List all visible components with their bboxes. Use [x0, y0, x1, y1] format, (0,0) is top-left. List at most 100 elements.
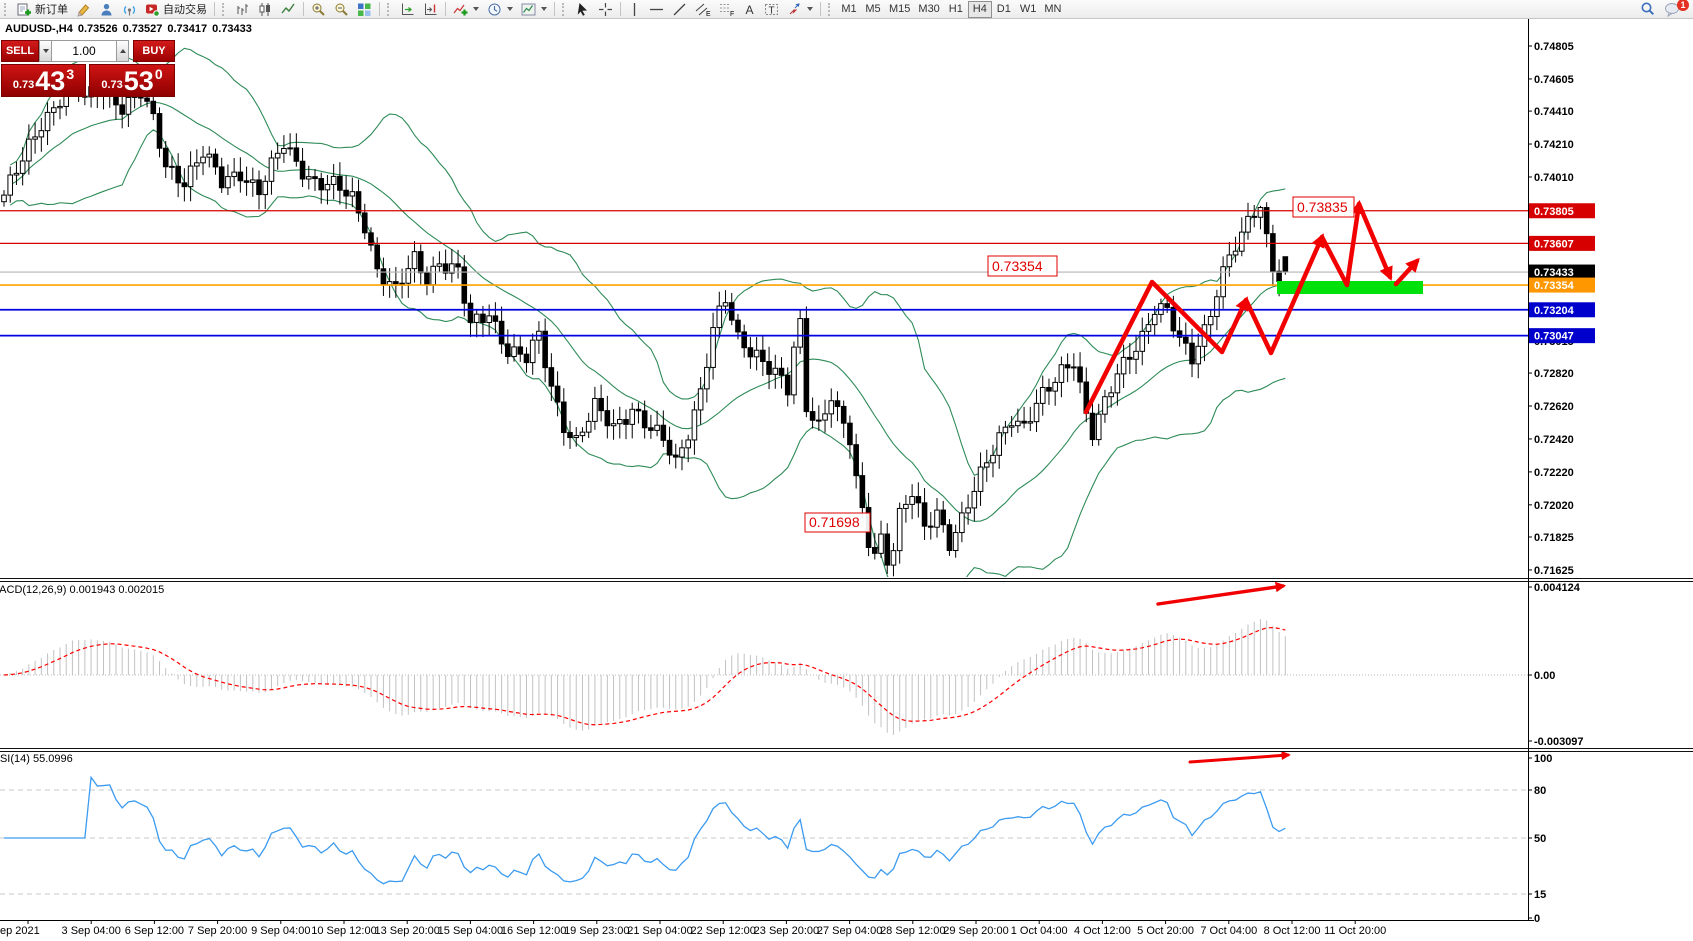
macd-pane — [0, 582, 1528, 735]
fibonacci-tool-button[interactable]: F — [715, 1, 739, 18]
volume-increase-button[interactable] — [116, 40, 129, 62]
toolbar-grip[interactable] — [828, 2, 834, 16]
toolbar-grip[interactable] — [387, 2, 393, 16]
symbol-period: AUDUSD-,H4 — [5, 23, 73, 35]
sell-button[interactable]: SELL — [1, 40, 39, 62]
timeframe-button-h1[interactable]: H1 — [944, 1, 968, 18]
zoom-in-button[interactable] — [307, 1, 330, 18]
timeframe-button-m5[interactable]: M5 — [861, 1, 885, 18]
macd-axis: 0.004124 0.00 -0.003097 — [1528, 582, 1584, 748]
periods-button[interactable] — [483, 1, 517, 18]
timeframe-button-w1[interactable]: W1 — [1016, 1, 1041, 18]
support-zone-rectangle[interactable] — [1277, 281, 1423, 294]
svg-text:T: T — [769, 5, 775, 16]
buy-price-display[interactable]: 0.73 53 0 — [89, 64, 175, 97]
svg-text:19 Sep 23:00: 19 Sep 23:00 — [564, 925, 629, 937]
macd-signal-line — [3, 626, 1286, 726]
timeframe-button-mn[interactable]: MN — [1040, 1, 1065, 18]
crayon-icon — [77, 3, 90, 17]
timeframe-button-m1[interactable]: M1 — [837, 1, 861, 18]
zoom-out-button[interactable] — [330, 1, 353, 18]
timeframe-button-m15[interactable]: M15 — [885, 1, 914, 18]
indicators-button[interactable] — [449, 1, 483, 18]
new-order-button[interactable]: 新订单 — [13, 1, 72, 18]
one-click-trading-panel: SELL BUY 0.73 43 3 0.73 53 0 — [1, 40, 177, 97]
signals-button[interactable] — [118, 1, 141, 18]
candlestick-mode-button[interactable] — [254, 1, 277, 18]
template-icon — [521, 3, 536, 15]
main-price-pane: 0.73835 0.73354 0.71698 — [0, 47, 1528, 577]
arrows-tool-button[interactable] — [783, 1, 817, 18]
svg-text:50: 50 — [1534, 833, 1546, 845]
svg-text:-0.003097: -0.003097 — [1534, 736, 1584, 748]
signal-icon — [123, 5, 136, 15]
svg-text:0.71825: 0.71825 — [1534, 532, 1574, 544]
price-label-annotations[interactable]: 0.73835 0.73354 0.71698 — [804, 196, 1355, 533]
svg-text:21 Sep 04:00: 21 Sep 04:00 — [627, 925, 692, 937]
sell-price-display[interactable]: 0.73 43 3 — [1, 64, 86, 97]
rsi-line — [4, 775, 1286, 885]
svg-text:22 Sep 12:00: 22 Sep 12:00 — [690, 925, 755, 937]
trendline-tool-button[interactable] — [668, 1, 691, 18]
svg-text:8 Oct 12:00: 8 Oct 12:00 — [1264, 925, 1321, 937]
toolbar-separator — [379, 2, 380, 16]
line-chart-mode-button[interactable] — [277, 1, 300, 18]
templates-button[interactable] — [517, 1, 551, 18]
svg-text:23 Sep 20:00: 23 Sep 20:00 — [754, 925, 819, 937]
open-value: 0.73526 — [77, 23, 118, 35]
horizontal-line-tool-button[interactable] — [645, 1, 668, 18]
rsi-pane — [0, 752, 1528, 895]
svg-text:7 Sep 20:00: 7 Sep 20:00 — [188, 925, 247, 937]
line-chart-icon — [281, 3, 295, 13]
svg-text:0.74410: 0.74410 — [1534, 106, 1574, 118]
svg-text:15: 15 — [1534, 889, 1546, 901]
svg-text:0.72020: 0.72020 — [1534, 500, 1574, 512]
horizontal-line-objects[interactable] — [0, 210, 1528, 337]
timeframe-button-m30[interactable]: M30 — [914, 1, 943, 18]
profile-button[interactable] — [95, 1, 118, 18]
new-order-label: 新订单 — [35, 4, 68, 16]
svg-text:100: 100 — [1534, 753, 1552, 765]
toolbar-grip[interactable] — [562, 2, 568, 16]
volume-input[interactable] — [52, 40, 116, 62]
volume-decrease-button[interactable] — [39, 40, 52, 62]
crosshair-tool-button[interactable] — [594, 1, 617, 18]
autotrading-button[interactable]: 自动交易 — [141, 1, 211, 18]
text-label-tool-button[interactable]: T — [760, 1, 783, 18]
svg-text:0.73607: 0.73607 — [1534, 238, 1574, 250]
low-value: 0.73417 — [167, 23, 208, 35]
search-button[interactable] — [1636, 1, 1660, 18]
svg-text:27 Sep 04:00: 27 Sep 04:00 — [817, 925, 882, 937]
svg-text:0.72420: 0.72420 — [1534, 434, 1574, 446]
bar-chart-icon — [237, 3, 248, 15]
svg-text:16 Sep 12:00: 16 Sep 12:00 — [501, 925, 566, 937]
chart-shift-button[interactable] — [419, 1, 442, 18]
auto-scroll-button[interactable] — [396, 1, 419, 18]
bollinger-bands — [9, 47, 1286, 577]
equidistant-channel-tool-button[interactable]: E — [691, 1, 715, 18]
trendline-icon — [673, 3, 686, 15]
toolbar-grip[interactable] — [222, 2, 228, 16]
rsi-trend-arrow[interactable] — [1188, 752, 1291, 764]
text-tool-button[interactable]: A — [739, 1, 760, 18]
toolbar-separator — [303, 2, 304, 16]
toolbar-grip[interactable] — [4, 2, 10, 16]
triangle-up-icon — [119, 49, 126, 53]
horizontal-line-icon — [650, 8, 663, 10]
svg-text:7 Oct 04:00: 7 Oct 04:00 — [1200, 925, 1257, 937]
notifications-button[interactable]: 1 — [1660, 0, 1689, 18]
svg-text:0.73835: 0.73835 — [1297, 199, 1348, 215]
timeframe-button-d1[interactable]: D1 — [992, 1, 1016, 18]
cursor-tool-button[interactable] — [571, 1, 594, 18]
tile-windows-button[interactable] — [353, 1, 376, 18]
svg-text:0: 0 — [1534, 913, 1540, 925]
timeframe-button-h4[interactable]: H4 — [967, 0, 992, 18]
crayon-button[interactable] — [72, 1, 95, 18]
buy-button[interactable]: BUY — [133, 40, 175, 62]
macd-trend-arrow[interactable] — [1156, 582, 1287, 606]
clock-icon — [488, 3, 501, 15]
vertical-line-tool-button[interactable] — [624, 1, 645, 18]
trend-arrows[interactable] — [1083, 199, 1420, 415]
bar-chart-mode-button[interactable] — [231, 1, 254, 18]
